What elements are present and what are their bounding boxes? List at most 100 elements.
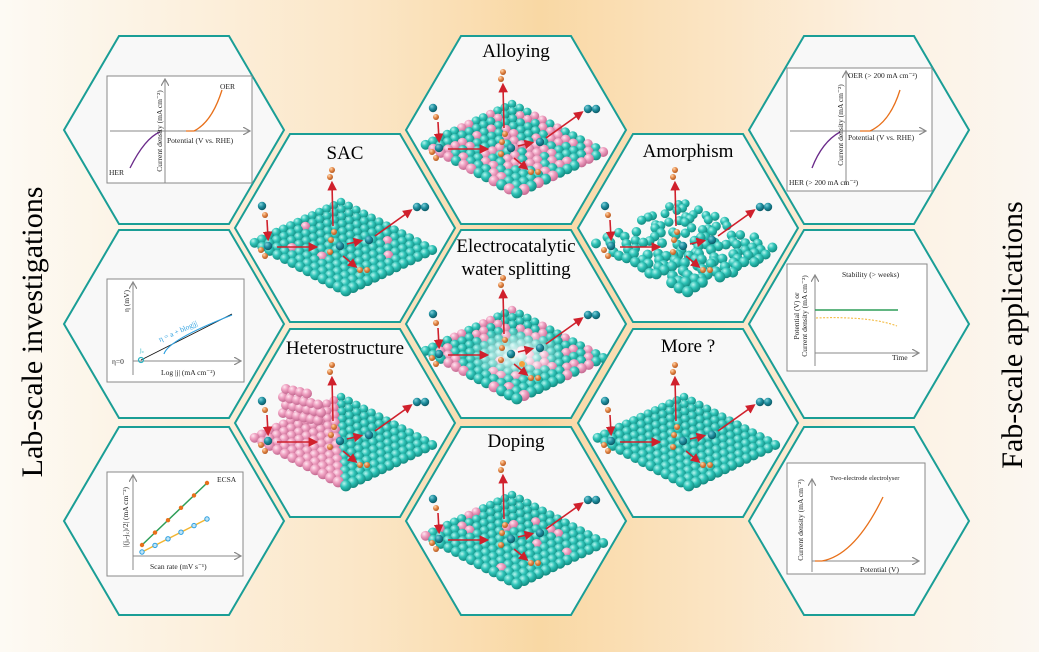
adsorbed-oxygen bbox=[678, 436, 688, 446]
teal-atom bbox=[322, 211, 332, 221]
teal-atom bbox=[687, 411, 697, 421]
reaction-arrow bbox=[346, 432, 364, 443]
teal-atom bbox=[315, 222, 325, 232]
teal-atom bbox=[516, 125, 526, 135]
teal-atom bbox=[709, 408, 719, 418]
reaction-arrow bbox=[717, 404, 756, 432]
h2-atom bbox=[329, 362, 335, 368]
heterostructure-illustration bbox=[249, 362, 438, 492]
reaction-arrow bbox=[498, 82, 508, 129]
adsorbed-oxygen bbox=[535, 343, 545, 353]
teal-atom bbox=[629, 256, 641, 268]
reaction-arrow bbox=[605, 414, 616, 437]
teal-atom bbox=[344, 216, 354, 226]
exchange-current-point bbox=[137, 356, 145, 364]
teal-atom bbox=[695, 415, 705, 425]
teal-atom bbox=[523, 505, 533, 515]
pink-atom bbox=[315, 424, 326, 435]
teal-atom bbox=[522, 498, 532, 508]
pink-atom bbox=[286, 423, 296, 433]
teal-atom bbox=[508, 320, 518, 330]
fab-stability-chart: Stability (> weeks) Time Potential (V) o… bbox=[786, 263, 928, 372]
water-hydrogen bbox=[433, 114, 439, 120]
o2-atom bbox=[763, 202, 773, 212]
teal-atom bbox=[389, 420, 399, 430]
j0-label: j₀ bbox=[139, 348, 144, 354]
h2-atom bbox=[498, 467, 504, 473]
teal-atom bbox=[366, 408, 376, 418]
reaction-arrow bbox=[374, 404, 413, 432]
ecsa-orange-point bbox=[204, 480, 210, 486]
teal-atom bbox=[336, 197, 346, 207]
hydrogen-atom bbox=[262, 253, 268, 259]
teal-atom bbox=[381, 416, 392, 426]
h2-atom bbox=[535, 560, 541, 566]
adsorbed-oxygen bbox=[434, 349, 444, 359]
teal-atom bbox=[713, 241, 724, 252]
adsorbed-oxygen bbox=[535, 528, 545, 538]
o2-atom bbox=[763, 397, 773, 407]
teal-atom bbox=[472, 522, 482, 532]
teal-atom bbox=[486, 522, 497, 533]
teal-atom bbox=[478, 504, 488, 514]
hydrogen-atom bbox=[429, 355, 435, 361]
ecsa-orange-point bbox=[139, 542, 145, 548]
teal-atom bbox=[717, 412, 727, 422]
teal-atom bbox=[703, 215, 713, 225]
hydrogen-atom bbox=[498, 542, 504, 548]
chart-frame bbox=[106, 75, 253, 184]
teal-atom bbox=[471, 514, 482, 525]
pink-atom bbox=[471, 329, 482, 340]
hydrogen-atom bbox=[429, 540, 435, 546]
pink-cluster-atom bbox=[313, 399, 323, 410]
water-oxygen bbox=[428, 103, 438, 113]
oer-curve bbox=[860, 89, 901, 132]
teal-atom bbox=[359, 404, 369, 414]
teal-atom bbox=[705, 258, 717, 269]
h2-atom bbox=[327, 174, 333, 180]
reaction-arrow bbox=[433, 327, 444, 350]
reaction-arrow bbox=[433, 512, 444, 535]
water-oxygen bbox=[428, 309, 438, 319]
teal-atom bbox=[507, 490, 517, 500]
teal-atom bbox=[630, 235, 641, 246]
electrolyser-label: Two-electrode electrolyser bbox=[830, 475, 900, 482]
pink-atom bbox=[537, 115, 547, 125]
teal-atom bbox=[568, 131, 578, 141]
pink-atom bbox=[523, 114, 533, 124]
reaction-arrow bbox=[342, 450, 358, 464]
teal-atom bbox=[471, 123, 482, 134]
reaction-arrow bbox=[689, 432, 707, 443]
teal-atom bbox=[507, 497, 517, 507]
teal-atom bbox=[249, 237, 260, 248]
h2-atom bbox=[672, 362, 678, 368]
hydrogen-atom bbox=[502, 522, 508, 528]
teal-atom bbox=[515, 494, 524, 504]
reaction-arrow bbox=[689, 237, 707, 248]
o2-atom bbox=[755, 397, 765, 407]
reaction-arrow bbox=[498, 288, 508, 335]
o2-atom bbox=[583, 495, 593, 505]
teal-atom bbox=[352, 220, 362, 230]
teal-atom bbox=[486, 323, 496, 333]
teal-atom bbox=[397, 229, 407, 239]
teal-atom bbox=[560, 525, 571, 536]
hydrogen-atom bbox=[499, 530, 505, 536]
teal-atom bbox=[523, 129, 534, 139]
teal-atom bbox=[300, 214, 310, 224]
adsorbed-oxygen bbox=[506, 534, 516, 544]
pink-cluster-atom bbox=[313, 415, 323, 426]
hydrogen-atom bbox=[433, 361, 439, 367]
pink-atom bbox=[443, 357, 454, 368]
pink-atom bbox=[560, 134, 571, 145]
teal-atom bbox=[650, 413, 661, 423]
reaction-arrow bbox=[517, 139, 535, 150]
reaction-arrow bbox=[513, 548, 529, 562]
pink-atom bbox=[323, 421, 333, 431]
pink-atom bbox=[507, 305, 517, 315]
teal-atom bbox=[493, 504, 503, 514]
teal-atom bbox=[508, 505, 518, 515]
lab-scale-label: Lab-scale investigations bbox=[16, 187, 49, 478]
reaction-arrow bbox=[670, 180, 680, 227]
teal-atom bbox=[352, 212, 362, 222]
